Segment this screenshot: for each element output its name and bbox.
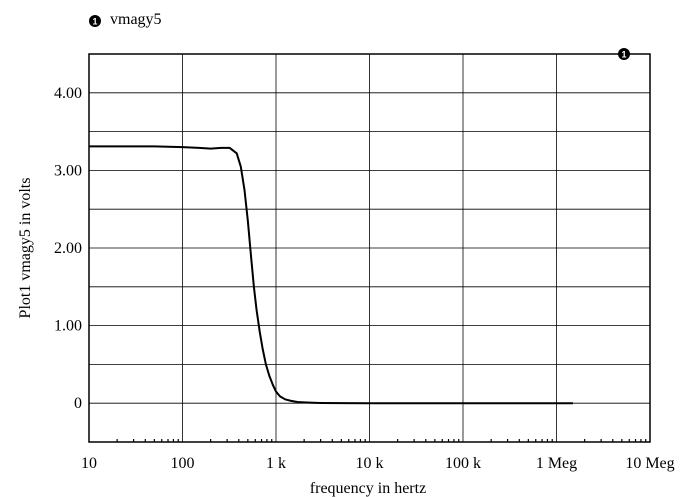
legend-series-name: vmagy5 — [110, 11, 162, 28]
y-tick-label: 3.00 — [54, 162, 82, 179]
trace-end-marker-number: 1 — [621, 50, 626, 60]
x-tick-label: 10 k — [356, 455, 384, 472]
grid — [88, 54, 651, 442]
x-tick-label: 100 k — [445, 455, 481, 472]
y-tick-label: 4.00 — [54, 85, 82, 102]
legend: 1 vmagy5 — [89, 11, 162, 28]
y-axis-title: Plot1 vmagy5 in volts — [17, 178, 34, 319]
y-tick-label: 2.00 — [54, 240, 82, 257]
plot-frame — [88, 53, 651, 443]
x-tick-label: 1 Meg — [536, 455, 577, 472]
y-tick-label: 1.00 — [54, 318, 82, 335]
legend-marker-number: 1 — [92, 17, 97, 27]
legend-marker — [89, 15, 101, 27]
y-tick-label: 0 — [74, 395, 82, 412]
trace-end-marker-circle — [618, 48, 630, 60]
x-tick-label: 1 k — [266, 455, 286, 472]
trace-end-marker: 1 — [618, 48, 630, 60]
x-tick-label: 10 — [81, 455, 97, 472]
x-axis: 10 100 1 k 10 k 100 k 1 Meg 10 Meg — [81, 439, 675, 472]
series-line-vmagy5 — [89, 145, 573, 405]
series-layer — [89, 145, 573, 405]
x-axis-title: frequency in hertz — [310, 480, 426, 497]
y-axis: 0 1.00 2.00 3.00 4.00 — [54, 85, 82, 412]
x-tick-label: 100 — [171, 455, 195, 472]
x-tick-label: 10 Meg — [625, 455, 674, 472]
